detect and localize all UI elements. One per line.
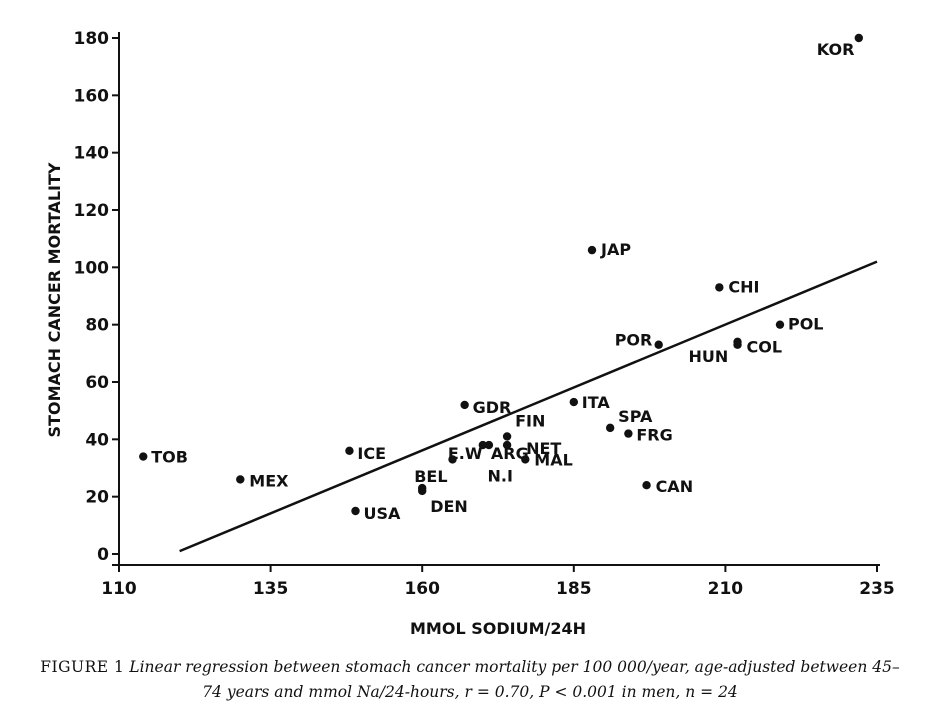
data-point: MEX (236, 471, 289, 490)
y-tick-label: 60 (85, 373, 109, 393)
point-label: E.W (448, 444, 483, 463)
point-label: BEL (414, 467, 447, 486)
data-point: N.I (448, 455, 513, 485)
data-point: POL (775, 315, 824, 334)
point-marker (345, 446, 354, 455)
point-label: POR (615, 331, 653, 350)
point-marker (733, 340, 742, 349)
point-marker (418, 486, 427, 496)
x-tick-label: 110 (101, 579, 137, 599)
ticks: 0 20 40 60 80 100 120 140 160 180 110 135 160 185 210 2… (74, 29, 895, 599)
point-label: ITA (582, 393, 611, 412)
point-marker (854, 33, 864, 43)
point-marker (569, 397, 578, 407)
regression-line (179, 260, 878, 553)
data-point: NET (502, 439, 561, 458)
y-tick-label: 20 (85, 488, 109, 508)
point-marker (502, 432, 512, 441)
point-label: ICE (357, 444, 386, 463)
point-marker (484, 440, 494, 450)
data-point: KOR (817, 33, 864, 59)
point-label: FIN (515, 411, 545, 430)
data-point: SPA (605, 407, 653, 433)
point-label: HUN (689, 347, 729, 366)
data-point: ITA (569, 393, 611, 412)
data-point: DEN (418, 486, 468, 516)
point-marker (624, 429, 633, 438)
y-tick-label: 80 (85, 316, 109, 336)
data-point: CHI (715, 277, 759, 296)
point-marker (236, 475, 245, 484)
figure-label: FIGURE 1 (40, 658, 125, 676)
point-label: GDR (473, 398, 512, 417)
point-marker (139, 452, 148, 461)
data-point: TOB (139, 448, 188, 467)
data-point: MAL (521, 450, 573, 469)
point-label: SPA (618, 407, 653, 426)
x-tick-label: 135 (253, 579, 289, 599)
point-label: TOB (151, 448, 188, 467)
y-tick-label: 40 (85, 430, 109, 450)
y-tick-label: 120 (74, 201, 110, 221)
data-point: COL (733, 338, 782, 357)
data-point: E.W (448, 440, 488, 463)
x-tick-label: 210 (708, 579, 744, 599)
scatter-chart: 0 20 40 60 80 100 120 140 160 180 110 135 160 185 210 2… (45, 29, 895, 638)
point-label: NET (526, 439, 561, 458)
point-marker (654, 340, 663, 349)
y-axis-title: STOMACH CANCER MORTALITY (45, 162, 64, 437)
y-tick-label: 140 (74, 144, 110, 164)
point-label: POL (788, 315, 824, 334)
axes (112, 32, 880, 566)
data-point: ICE (345, 444, 386, 463)
x-tick-label: 185 (556, 579, 592, 599)
y-tick-label: 100 (74, 258, 110, 278)
data-point: CAN (642, 477, 693, 496)
point-marker (502, 440, 512, 450)
x-axis-title: MMOL SODIUM/24H (410, 619, 586, 638)
point-label: MAL (534, 450, 573, 469)
y-tick-label: 180 (74, 29, 110, 49)
point-marker (521, 455, 530, 464)
point-marker (460, 400, 469, 410)
point-label: USA (363, 504, 401, 523)
point-marker (715, 283, 724, 292)
data-point: USA (351, 504, 401, 523)
point-label: N.I (488, 466, 513, 485)
point-label: KOR (817, 40, 855, 59)
data-point: FRG (624, 426, 673, 445)
y-tick-label: 0 (97, 545, 109, 565)
point-label: JAP (600, 240, 631, 259)
y-tick-label: 160 (74, 86, 110, 106)
point-marker (605, 423, 615, 433)
point-label: DEN (430, 497, 468, 516)
point-label: COL (747, 338, 783, 357)
point-label: CAN (656, 477, 694, 496)
point-marker (587, 245, 597, 255)
caption-text: Linear regression between stomach cancer… (129, 658, 900, 701)
point-marker (642, 481, 651, 490)
x-tick-label: 235 (859, 579, 895, 599)
point-label: ARG (491, 444, 529, 463)
figure-caption: FIGURE 1 Linear regression between stoma… (40, 655, 900, 705)
x-tick-label: 160 (404, 579, 440, 599)
point-label: MEX (249, 471, 289, 490)
data-point: FIN (502, 411, 545, 441)
point-label: FRG (636, 426, 672, 445)
point-marker (775, 320, 785, 329)
point-label: CHI (728, 277, 759, 296)
point-marker (478, 440, 488, 450)
point-marker (448, 455, 457, 464)
data-point: POR (615, 331, 663, 350)
data-point: GDR (460, 398, 511, 417)
data-point: ARG (484, 440, 529, 463)
data-point: HUN (689, 337, 742, 366)
data-point: JAP (587, 240, 631, 259)
point-marker (351, 506, 360, 516)
